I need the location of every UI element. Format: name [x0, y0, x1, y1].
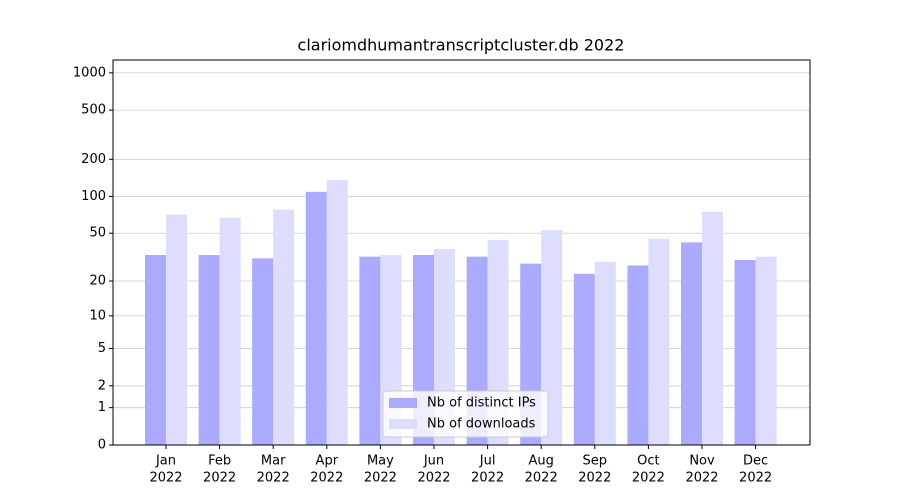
x-tick-label: Mar — [261, 454, 286, 469]
y-tick-label: 10 — [89, 308, 106, 323]
bar — [734, 260, 756, 445]
x-tick-label: 2022 — [310, 471, 343, 486]
x-tick-label: 2022 — [149, 471, 182, 486]
x-tick-label: Nov — [689, 454, 715, 469]
legend-swatch — [389, 398, 417, 408]
y-tick-label: 5 — [98, 341, 106, 356]
x-tick-label: Jul — [479, 454, 496, 469]
legend-swatch — [389, 419, 417, 429]
y-tick-label: 2 — [98, 378, 106, 393]
plot-frame — [112, 59, 811, 446]
y-tick-label: 0 — [98, 438, 106, 453]
bar — [145, 255, 166, 445]
bar — [573, 273, 595, 445]
y-tick-label: 50 — [89, 226, 106, 241]
x-tick-label: Feb — [208, 454, 231, 469]
legend-label: Nb of distinct IPs — [427, 396, 536, 411]
x-tick-label: Jan — [155, 454, 176, 469]
x-tick-label: 2022 — [364, 471, 397, 486]
x-tick-label: 2022 — [632, 471, 665, 486]
y-tick-label: 1 — [98, 400, 106, 415]
bar — [627, 265, 649, 445]
bar — [326, 179, 348, 445]
chart-title: clariomdhumantranscriptcluster.db 2022 — [298, 36, 625, 55]
bar — [219, 217, 241, 445]
y-tick-label: 500 — [81, 103, 106, 118]
bar — [594, 261, 616, 445]
x-tick-label: 2022 — [471, 471, 504, 486]
y-tick-label: 20 — [89, 274, 106, 289]
x-tick-label: 2022 — [257, 471, 290, 486]
x-tick-label: Jun — [423, 454, 444, 469]
x-tick-label: 2022 — [685, 471, 718, 486]
x-tick-label: 2022 — [525, 471, 558, 486]
x-tick-label: Oct — [637, 454, 659, 469]
x-tick-label: Sep — [583, 454, 608, 469]
bar — [252, 258, 274, 445]
x-tick-label: Dec — [743, 454, 768, 469]
legend-box — [382, 390, 549, 438]
bar — [273, 209, 295, 445]
y-tick-label: 1000 — [73, 65, 106, 80]
bar — [681, 242, 702, 445]
bar — [755, 256, 777, 445]
x-tick-label: 2022 — [739, 471, 772, 486]
x-tick-label: 2022 — [203, 471, 236, 486]
bar — [305, 191, 327, 445]
x-tick-label: 2022 — [578, 471, 611, 486]
bar — [648, 238, 670, 445]
bar — [198, 255, 220, 445]
x-tick-label: Aug — [529, 454, 554, 469]
y-tick-label: 200 — [81, 152, 106, 167]
bar — [359, 256, 381, 445]
y-tick-label: 100 — [81, 189, 106, 204]
legend-label: Nb of downloads — [427, 417, 536, 432]
x-tick-label: May — [367, 454, 394, 469]
bar — [166, 214, 187, 445]
x-tick-label: Apr — [316, 454, 339, 469]
bar — [702, 211, 723, 445]
x-tick-label: 2022 — [417, 471, 450, 486]
